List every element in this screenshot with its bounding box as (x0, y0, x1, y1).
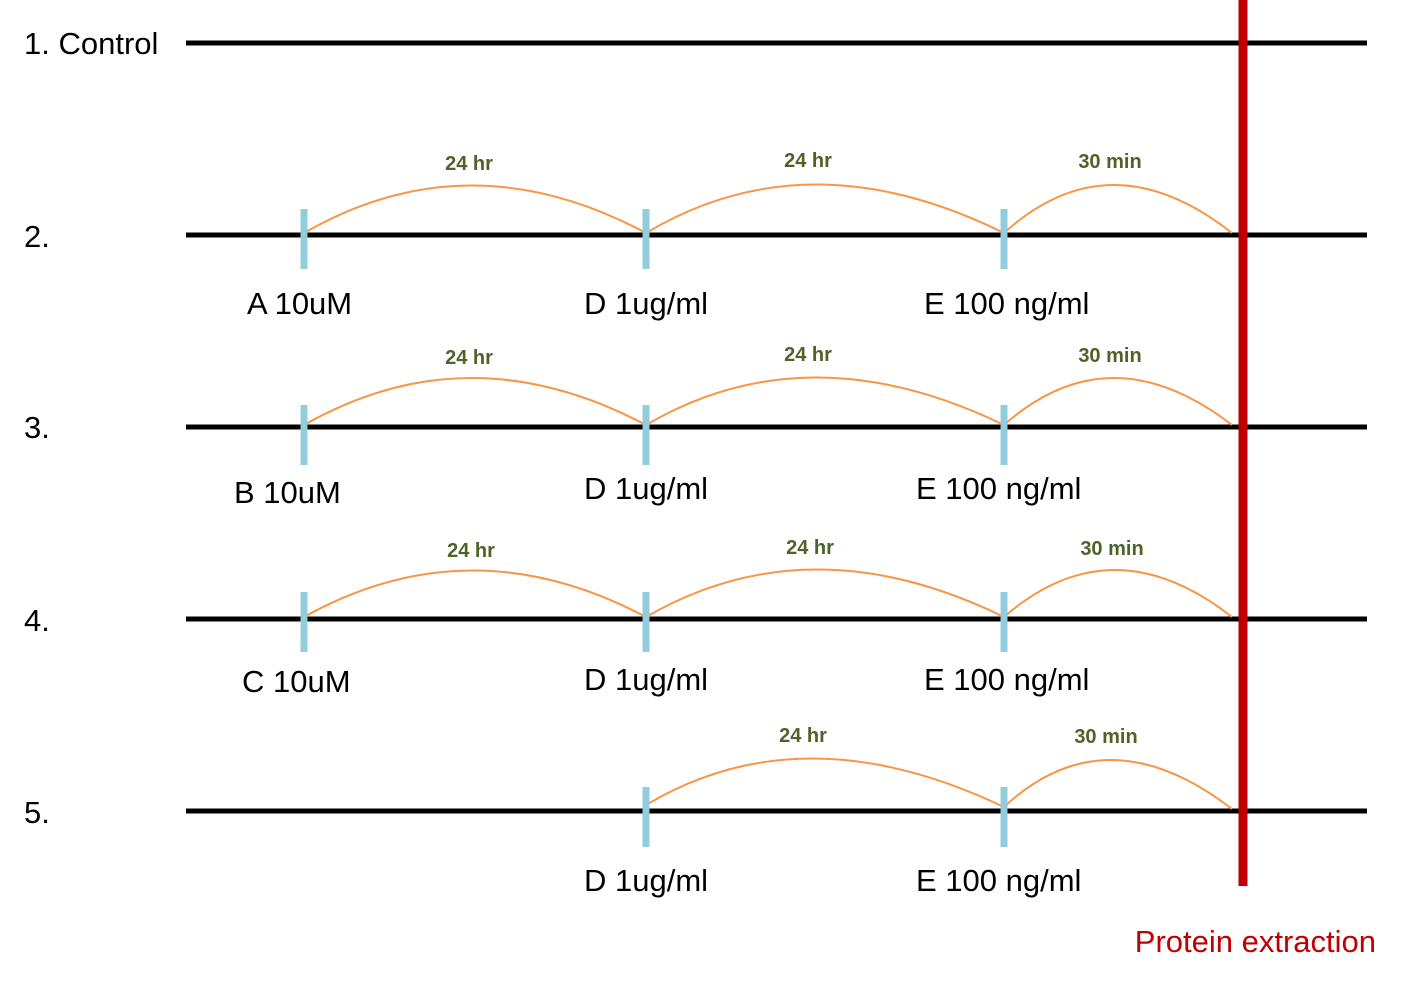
row-label: 2. (24, 219, 50, 254)
interval-arc (1003, 569, 1233, 618)
interval-arc (303, 377, 647, 426)
row-label: 4. (24, 603, 50, 638)
interval-label: 30 min (1080, 538, 1143, 560)
timeline-row-1: 1. Control (24, 26, 1367, 61)
interval-arc (645, 757, 1005, 808)
treatment-dose-label: A 10uM (247, 286, 352, 321)
interval-arc (303, 184, 647, 234)
interval-label: 24 hr (779, 725, 827, 747)
interval-arc (1003, 184, 1233, 234)
treatment-dose-label: D 1ug/ml (584, 662, 708, 697)
treatment-dose-label: E 100 ng/ml (924, 286, 1089, 321)
interval-label: 30 min (1078, 151, 1141, 173)
treatment-dose-label: B 10uM (234, 475, 341, 510)
interval-label: 24 hr (445, 347, 493, 369)
treatment-dose-label: D 1ug/ml (584, 863, 708, 898)
treatment-dose-label: E 100 ng/ml (916, 863, 1081, 898)
interval-label: 24 hr (784, 344, 832, 366)
treatment-dose-label: E 100 ng/ml (924, 662, 1089, 697)
interval-label: 30 min (1074, 726, 1137, 748)
treatment-dose-label: D 1ug/ml (584, 471, 708, 506)
interval-arc (303, 569, 647, 618)
interval-label: 24 hr (447, 540, 495, 562)
interval-arc (1003, 377, 1233, 426)
interval-label: 24 hr (445, 153, 493, 175)
timeline-row-4: 4. 24 hr 24 hr 30 min C 10uM D 1ug/ml E … (24, 537, 1367, 699)
interval-arc (1003, 759, 1233, 810)
protein-extraction-marker: Protein extraction (1135, 0, 1376, 959)
treatment-dose-label: C 10uM (242, 664, 351, 699)
timeline-row-5: 5. 24 hr 30 min D 1ug/ml E 100 ng/ml (24, 725, 1367, 898)
row-label: 5. (24, 795, 50, 830)
treatment-dose-label: D 1ug/ml (584, 286, 708, 321)
interval-arc (645, 183, 1005, 234)
timeline-row-2: 2. 24 hr 24 hr 30 min A 10uM D 1ug/ml E … (24, 150, 1367, 321)
interval-label: 24 hr (784, 150, 832, 172)
treatment-dose-label: E 100 ng/ml (916, 471, 1081, 506)
timeline-row-3: 3. 24 hr 24 hr 30 min B 10uM D 1ug/ml E … (24, 344, 1367, 510)
extraction-label: Protein extraction (1135, 924, 1376, 959)
interval-arc (645, 568, 1005, 618)
interval-arc (645, 376, 1005, 426)
interval-label: 24 hr (786, 537, 834, 559)
row-label: 3. (24, 410, 50, 445)
row-label: 1. Control (24, 26, 158, 61)
interval-label: 30 min (1078, 345, 1141, 367)
